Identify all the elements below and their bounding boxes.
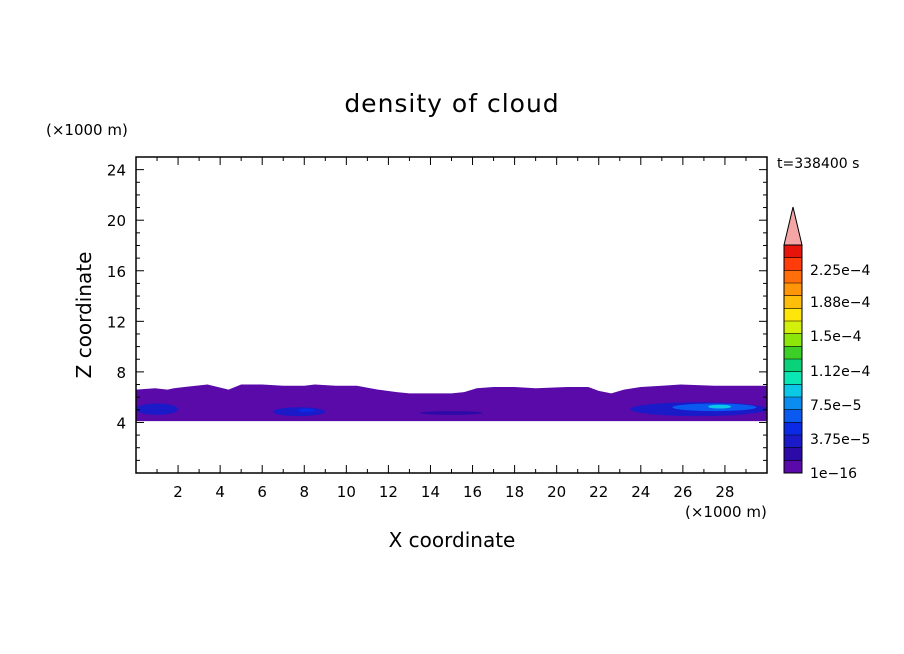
x-tick-label: 6 bbox=[257, 483, 267, 501]
colorbar-swatch bbox=[784, 270, 802, 284]
colorbar: 1e−16 3.75e−5 7.5e−5 1.12e−4 1.5e−4 1.88e−4 2.… bbox=[783, 206, 871, 482]
time-label: t=338400 s bbox=[777, 156, 859, 172]
x-tick-label: 12 bbox=[379, 483, 398, 501]
y-axis-label: Z coordinate bbox=[72, 252, 96, 379]
colorbar-swatch bbox=[784, 460, 802, 474]
x-axis-label: X coordinate bbox=[389, 528, 516, 552]
cloud-patch bbox=[272, 407, 326, 417]
y-tick-label: 4 bbox=[116, 414, 126, 432]
x-tick-label: 16 bbox=[463, 483, 482, 501]
cloud-field bbox=[136, 384, 767, 422]
colorbar-swatch bbox=[784, 447, 802, 461]
colorbar-tick-label: 1e−16 bbox=[810, 466, 857, 482]
y-tick-label: 12 bbox=[107, 313, 126, 331]
y-axis-unit: (×1000 m) bbox=[46, 121, 128, 139]
x-axis-unit: (×1000 m) bbox=[685, 503, 767, 521]
x-tick-label: 14 bbox=[421, 483, 440, 501]
x-tick-label: 22 bbox=[589, 483, 608, 501]
x-tick-label: 4 bbox=[215, 483, 225, 501]
x-tick-label: 20 bbox=[547, 483, 566, 501]
colorbar-swatch bbox=[784, 371, 802, 385]
x-tick-label: 2 bbox=[173, 483, 183, 501]
cloud-patch bbox=[419, 411, 484, 415]
colorbar-swatch bbox=[784, 321, 802, 334]
colorbar-swatch bbox=[784, 435, 802, 448]
y-tick-label: 24 bbox=[107, 162, 126, 180]
colorbar-tick-label: 1.88e−4 bbox=[810, 295, 871, 311]
colorbar-tick-label: 1.12e−4 bbox=[810, 364, 871, 380]
y-tick-label: 16 bbox=[107, 263, 126, 281]
x-tick-label: 10 bbox=[337, 483, 356, 501]
colorbar-swatch bbox=[784, 397, 802, 410]
y-tick-label: 8 bbox=[116, 364, 126, 382]
colorbar-swatch bbox=[784, 359, 802, 372]
colorbar-tick-label: 7.5e−5 bbox=[810, 398, 862, 414]
x-tick-label: 18 bbox=[505, 483, 524, 501]
colorbar-swatch bbox=[784, 384, 802, 398]
colorbar-extend-arrow bbox=[783, 206, 803, 246]
colorbar-tick-label: 2.25e−4 bbox=[810, 263, 871, 279]
colorbar-swatch bbox=[784, 333, 802, 347]
colorbar-swatch bbox=[784, 346, 802, 360]
x-tick-label: 24 bbox=[631, 483, 650, 501]
colorbar-tick-label: 3.75e−5 bbox=[810, 432, 870, 448]
x-tick-label: 8 bbox=[299, 483, 309, 501]
colorbar-tick-label: 1.5e−4 bbox=[810, 329, 862, 345]
colorbar-swatch bbox=[784, 295, 802, 309]
y-tick-label: 20 bbox=[107, 212, 126, 230]
colorbar-swatch bbox=[784, 245, 802, 258]
colorbar-swatch bbox=[784, 308, 802, 322]
chart-title: density of cloud bbox=[344, 89, 559, 118]
colorbar-swatch bbox=[784, 257, 802, 271]
cloud-patch bbox=[136, 403, 179, 415]
colorbar-swatch bbox=[784, 422, 802, 436]
cloud-patch bbox=[297, 408, 315, 413]
colorbar-swatch bbox=[784, 409, 802, 423]
cloud-patch bbox=[708, 404, 732, 409]
plot-frame bbox=[135, 156, 768, 474]
x-tick-label: 28 bbox=[715, 483, 734, 501]
x-tick-label: 26 bbox=[673, 483, 692, 501]
colorbar-swatch bbox=[784, 283, 802, 296]
